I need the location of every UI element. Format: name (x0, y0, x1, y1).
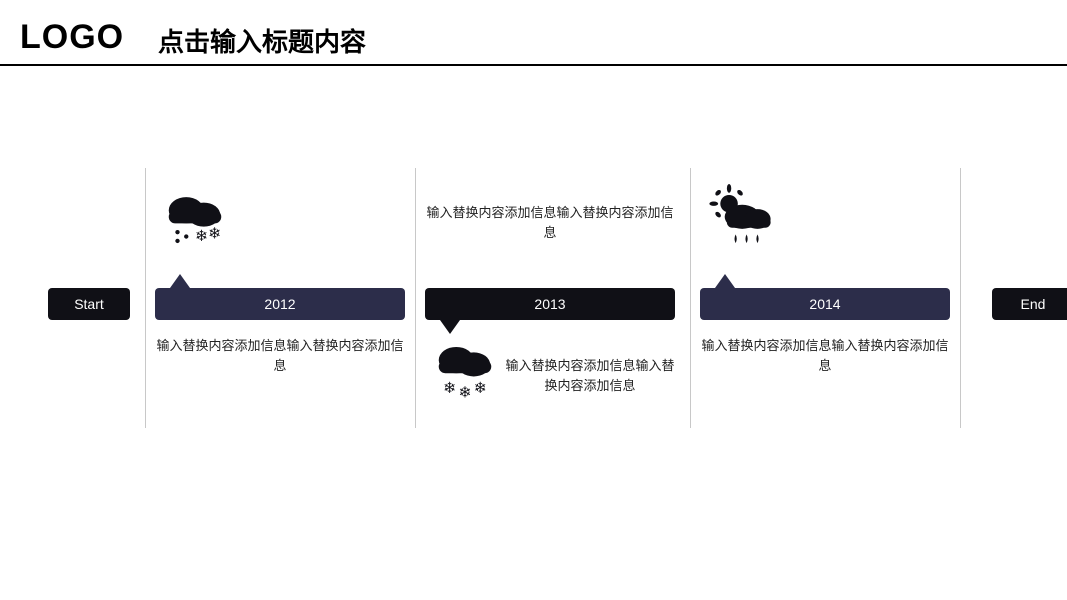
year-bar-2014: 2014 (700, 288, 950, 320)
cloud-snow-icon: ❄ ❄ ❄ (430, 336, 500, 406)
pointer-2012 (170, 274, 190, 288)
logo-text: LOGO (20, 18, 124, 57)
desc-2013-above: 输入替换内容添加信息输入替换内容添加信息 (425, 203, 675, 242)
divider-2 (415, 168, 416, 428)
end-cap: End (992, 288, 1067, 320)
pointer-2014 (715, 274, 735, 288)
svg-text:❄: ❄ (443, 380, 456, 397)
svg-text:❄: ❄ (458, 384, 471, 401)
divider-3 (690, 168, 691, 428)
desc-2013-below: 输入替换内容添加信息输入替换内容添加信息 (505, 356, 675, 395)
page-title: 点击输入标题内容 (158, 22, 366, 59)
desc-2014: 输入替换内容添加信息输入替换内容添加信息 (700, 336, 950, 375)
desc-2012: 输入替换内容添加信息输入替换内容添加信息 (155, 336, 405, 375)
cloud-snow-rain-icon: ❄ ❄ (160, 184, 230, 254)
sun-cloud-rain-icon (705, 184, 775, 254)
year-bar-2012: 2012 (155, 288, 405, 320)
svg-text:❄: ❄ (474, 380, 487, 397)
header: LOGO 点击输入标题内容 (0, 18, 1067, 66)
year-bar-2013: 2013 (425, 288, 675, 320)
svg-text:❄: ❄ (195, 228, 208, 245)
divider-1 (145, 168, 146, 428)
pointer-2013 (440, 320, 460, 334)
svg-text:❄: ❄ (208, 226, 221, 243)
divider-4 (960, 168, 961, 428)
start-cap: Start (48, 288, 130, 320)
